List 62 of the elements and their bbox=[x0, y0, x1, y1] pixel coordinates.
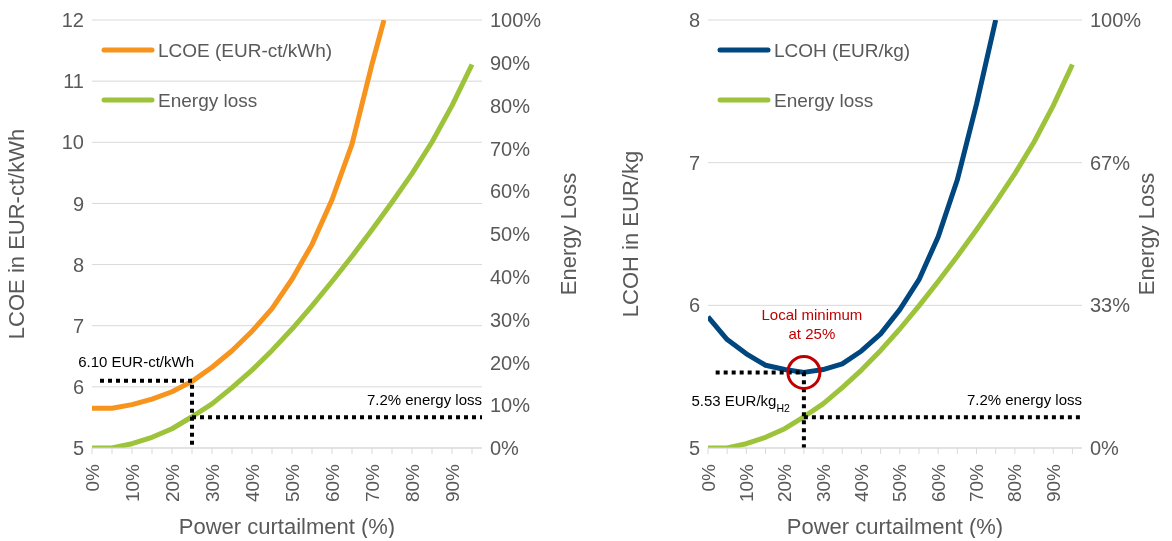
x-tick-label: 60% bbox=[927, 463, 949, 503]
legend-label: Energy loss bbox=[158, 89, 258, 111]
y-tick-label: 7 bbox=[72, 314, 84, 337]
y-tick-label: 7 bbox=[688, 151, 700, 174]
y2-tick-label: 20% bbox=[490, 351, 531, 374]
x-tick-label: 10% bbox=[121, 463, 143, 503]
y-tick-label: 11 bbox=[63, 70, 84, 93]
annotation: 5.53 EUR/kg$_{H2}$ bbox=[691, 392, 791, 415]
y2-tick-label: 10% bbox=[490, 394, 531, 417]
y2-axis-title: Energy Loss bbox=[1133, 172, 1159, 296]
y-tick-label: 8 bbox=[688, 9, 700, 32]
y2-tick-label: 67% bbox=[1090, 151, 1131, 174]
y2-tick-label: 100% bbox=[490, 9, 542, 32]
y-axis-title: LCOH in EUR/kg bbox=[617, 150, 643, 318]
x-tick-label: 30% bbox=[201, 463, 223, 503]
y2-tick-label: 80% bbox=[490, 94, 531, 117]
x-axis-title: Power curtailment (%) bbox=[786, 514, 1004, 539]
x-tick-label: 10% bbox=[735, 463, 757, 503]
y2-tick-label: 0% bbox=[1090, 437, 1120, 460]
annotation: 6.10 EUR-ct/kWh bbox=[78, 352, 194, 370]
y-tick-label: 5 bbox=[72, 437, 84, 460]
y2-tick-label: 33% bbox=[1090, 294, 1131, 317]
annotation: 7.2% energy loss bbox=[966, 391, 1082, 409]
legend-label: LCOE (EUR-ct/kWh) bbox=[158, 39, 333, 61]
y2-tick-label: 50% bbox=[490, 223, 531, 246]
x-axis-title: Power curtailment (%) bbox=[178, 514, 396, 539]
x-tick-label: 70% bbox=[966, 463, 988, 503]
y-tick-label: 8 bbox=[72, 253, 84, 276]
y2-axis-title: Energy Loss bbox=[555, 172, 581, 296]
x-tick-label: 80% bbox=[401, 463, 423, 503]
x-tick-label: 20% bbox=[774, 463, 796, 503]
y-axis-title: LCOE in EUR-ct/kWh bbox=[3, 128, 29, 340]
y2-tick-label: 90% bbox=[490, 51, 531, 74]
y2-tick-label: 40% bbox=[490, 265, 531, 288]
y2-tick-label: 30% bbox=[490, 308, 531, 331]
y2-tick-label: 70% bbox=[490, 137, 531, 160]
x-tick-label: 60% bbox=[321, 463, 343, 503]
y-tick-label: 12 bbox=[61, 9, 84, 32]
legend-label: LCOH (EUR/kg) bbox=[774, 39, 911, 61]
y2-tick-label: 60% bbox=[490, 180, 531, 203]
x-tick-label: 0% bbox=[81, 463, 103, 492]
y2-tick-label: 100% bbox=[1090, 9, 1142, 32]
y2-tick-label: 0% bbox=[490, 437, 520, 460]
y-tick-label: 10 bbox=[61, 131, 84, 154]
annotation: Local minimum at 25% bbox=[761, 306, 863, 343]
y-tick-label: 5 bbox=[688, 437, 700, 460]
y-tick-label: 6 bbox=[72, 375, 84, 398]
x-tick-label: 0% bbox=[697, 463, 719, 492]
x-tick-label: 70% bbox=[361, 463, 383, 503]
x-tick-label: 50% bbox=[889, 463, 911, 503]
legend-label: Energy loss bbox=[774, 89, 874, 111]
x-tick-label: 90% bbox=[441, 463, 463, 503]
x-tick-label: 30% bbox=[812, 463, 834, 503]
x-tick-label: 80% bbox=[1004, 463, 1026, 503]
y-tick-label: 9 bbox=[72, 192, 84, 215]
x-tick-label: 50% bbox=[281, 463, 303, 503]
x-tick-label: 20% bbox=[161, 463, 183, 503]
y-tick-label: 6 bbox=[688, 294, 700, 317]
x-tick-label: 40% bbox=[850, 463, 872, 503]
x-tick-label: 90% bbox=[1042, 463, 1064, 503]
annotation: 7.2% energy loss bbox=[366, 391, 482, 409]
x-tick-label: 40% bbox=[241, 463, 263, 503]
